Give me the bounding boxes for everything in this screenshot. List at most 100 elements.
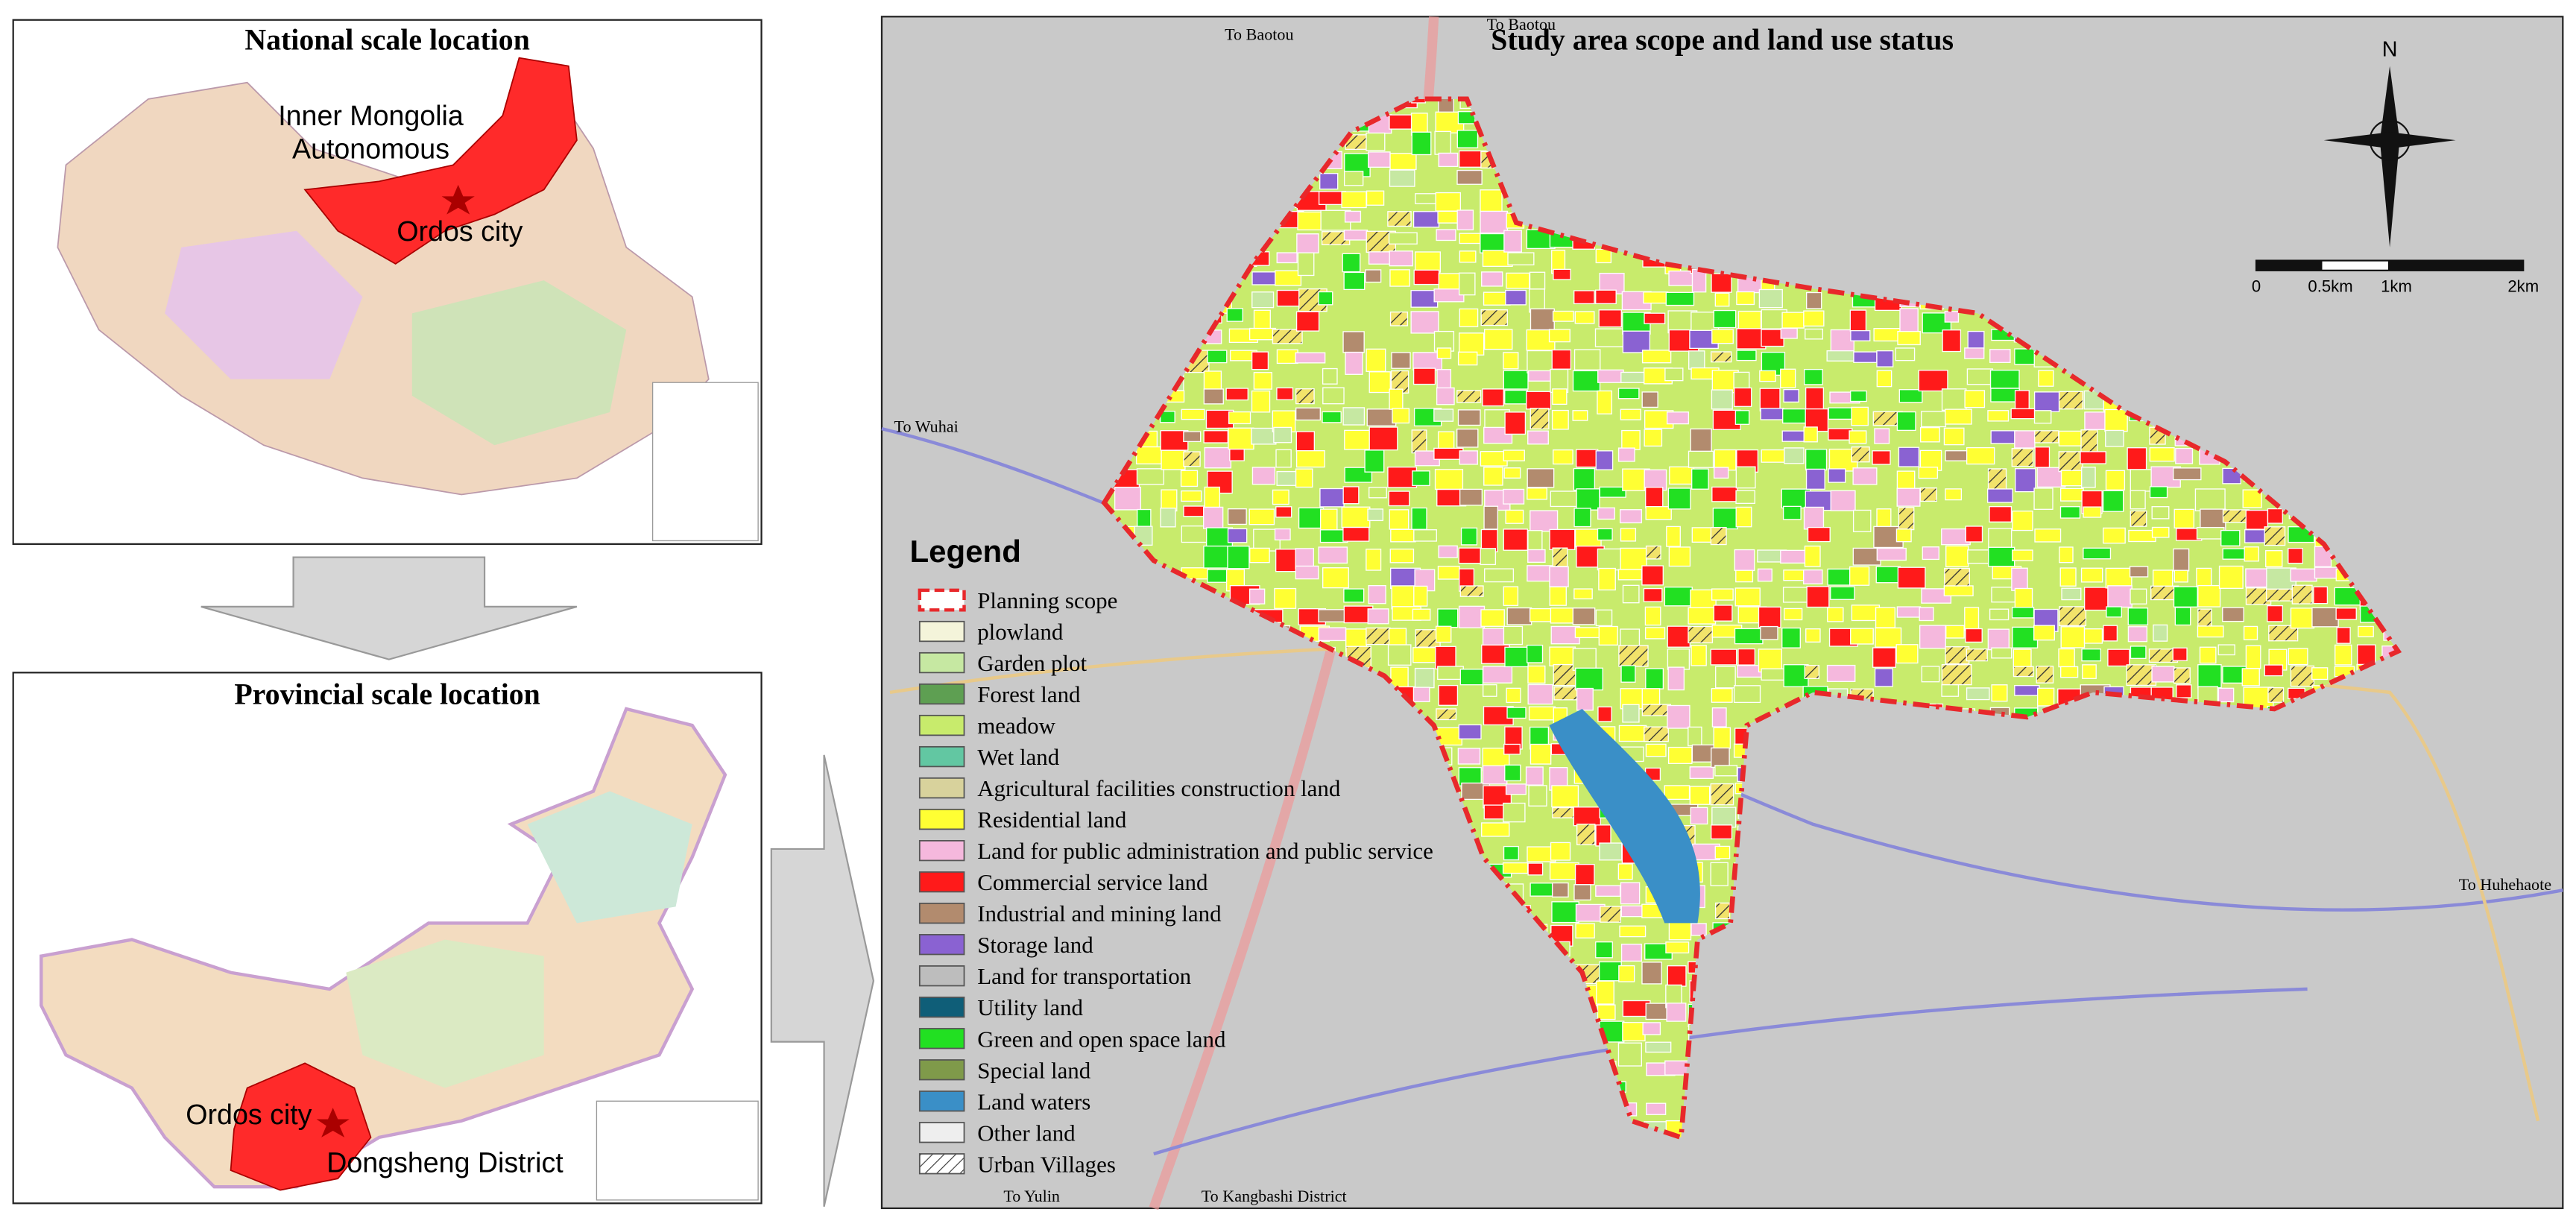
land-parcel: [1389, 509, 1409, 530]
land-parcel: [1617, 447, 1635, 462]
land-parcel: [2268, 625, 2299, 642]
land-parcel: [1572, 648, 1597, 671]
land-parcel: [1274, 587, 1297, 609]
land-parcel: [2107, 585, 2133, 608]
land-parcel: [1641, 962, 1662, 985]
land-parcel: [2014, 684, 2040, 696]
land-parcel: [1365, 269, 1382, 283]
land-parcel: [2129, 566, 2149, 578]
land-parcel: [2149, 446, 2175, 462]
legend-label: Commercial service land: [977, 869, 1208, 895]
land-parcel: [1895, 347, 1916, 362]
land-parcel: [2173, 586, 2198, 608]
legend-swatch: [918, 1122, 965, 1143]
land-parcel: [1945, 488, 1963, 501]
land-parcel: [1343, 588, 1365, 603]
land-parcel: [1181, 408, 1205, 420]
land-parcel: [1941, 388, 1967, 411]
land-parcel: [1690, 807, 1708, 825]
land-parcel: [1368, 487, 1387, 499]
land-parcel: [2172, 647, 2188, 661]
land-parcel: [1574, 627, 1600, 639]
land-parcel: [1318, 546, 1348, 564]
land-parcel: [2336, 627, 2351, 644]
land-parcel: [2082, 664, 2097, 679]
land-parcel: [1503, 528, 1528, 551]
land-parcel: [1342, 407, 1366, 426]
inner-mongolia-highlight: [303, 57, 578, 265]
land-parcel: [1456, 429, 1479, 448]
land-parcel: [2033, 391, 2060, 412]
scale-bar-segment: [2256, 260, 2323, 271]
land-parcel: [1620, 944, 1642, 962]
land-parcel: [1203, 370, 1222, 390]
land-parcel: [1597, 1004, 1616, 1020]
land-parcel: [1413, 269, 1440, 285]
land-parcel: [1988, 546, 2015, 567]
land-parcel: [1322, 411, 1342, 423]
land-parcel: [1987, 468, 2007, 492]
land-parcel: [1275, 449, 1292, 468]
legend-label: Special land: [977, 1057, 1091, 1083]
land-parcel: [1389, 153, 1417, 171]
land-parcel: [1503, 488, 1525, 505]
land-parcel: [2291, 584, 2313, 605]
legend-swatch: [918, 620, 965, 643]
land-parcel: [1180, 470, 1199, 487]
land-parcel: [1644, 429, 1663, 447]
map-region: [346, 939, 544, 1088]
land-parcel: [1480, 548, 1497, 566]
land-parcel: [1850, 390, 1867, 403]
land-parcel: [1897, 567, 1926, 589]
land-parcel: [1368, 151, 1391, 168]
land-parcel: [1595, 248, 1612, 264]
land-parcel: [1228, 411, 1251, 425]
land-parcel: [1456, 390, 1482, 403]
land-parcel: [2105, 567, 2133, 589]
land-parcel: [1690, 923, 1707, 936]
land-parcel: [1618, 725, 1647, 742]
land-parcel: [1782, 505, 1802, 520]
land-parcel: [1366, 132, 1386, 151]
district-label: Dongsheng District: [326, 1146, 564, 1178]
land-parcel: [1434, 469, 1464, 490]
land-parcel: [1988, 528, 2012, 549]
land-parcel: [1830, 490, 1856, 511]
land-parcel: [1483, 505, 1499, 530]
land-parcel: [1805, 468, 1825, 490]
legend-label: Agricultural facilities construction lan…: [977, 775, 1341, 801]
land-parcel: [1530, 408, 1550, 430]
land-parcel: [1714, 765, 1738, 777]
land-parcel: [2060, 626, 2086, 648]
land-parcel: [2058, 391, 2084, 410]
land-parcel: [1620, 408, 1641, 420]
land-parcel: [1387, 466, 1418, 488]
land-parcel: [1527, 487, 1547, 500]
land-parcel: [1644, 312, 1666, 324]
land-parcel: [1527, 644, 1544, 663]
panel-title: National scale location: [244, 24, 529, 57]
land-parcel: [2174, 607, 2191, 626]
land-parcel: [1733, 371, 1750, 389]
land-parcel: [1366, 190, 1385, 206]
land-parcel: [1183, 431, 1202, 443]
land-parcel: [1435, 646, 1456, 670]
map-title: Study area scope and land use status: [1491, 24, 1954, 57]
land-parcel: [1711, 329, 1734, 344]
land-parcel: [1945, 545, 1969, 567]
land-parcel: [1412, 367, 1436, 385]
land-parcel: [1690, 428, 1712, 453]
land-parcel: [1851, 446, 1870, 463]
land-parcel: [1641, 391, 1658, 408]
legend: Legend Planning scope plowland Garden plot…: [910, 534, 1433, 1177]
land-parcel: [1617, 863, 1633, 880]
land-parcel: [1548, 329, 1570, 343]
land-parcel: [2174, 508, 2195, 528]
land-parcel: [1619, 509, 1643, 524]
land-parcel: [1227, 546, 1250, 569]
land-parcel: [1505, 289, 1527, 306]
land-parcel: [1919, 427, 1940, 443]
land-parcel: [1668, 546, 1691, 567]
land-parcel: [1921, 666, 1940, 683]
land-parcel: [1437, 608, 1459, 628]
